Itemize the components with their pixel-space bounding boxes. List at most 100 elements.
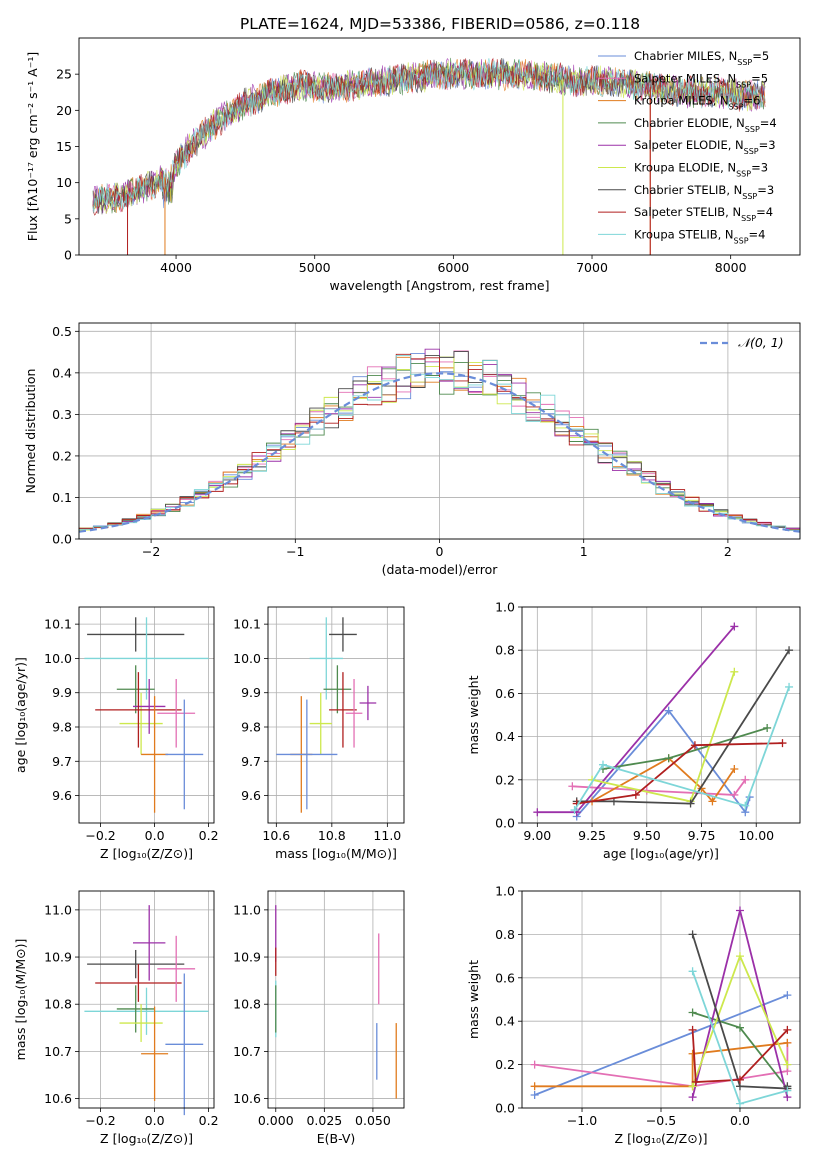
weight-marker-kroupa-stelib xyxy=(570,806,579,815)
weight-marker-salpeter-elodie xyxy=(735,906,744,915)
y-tick-label: 0.4 xyxy=(52,365,72,380)
weight-marker-salpeter-elodie xyxy=(688,1093,697,1102)
weight-marker-kroupa-elodie xyxy=(783,1060,792,1069)
chart-age-vs-mass: 10.6 10.8 11.0 9.6 9.7 9.8 9.9 10.0 10.1 mass [lo… xyxy=(233,606,405,861)
y-tick-label: 25 xyxy=(56,67,72,82)
y-axis-label: mass weight xyxy=(466,675,481,754)
y-tick-label: 0.4 xyxy=(495,1014,515,1029)
y-tick-label: 0.8 xyxy=(495,643,515,658)
plot-area xyxy=(92,57,766,255)
plot-area xyxy=(276,617,377,813)
weight-marker-salpeter-stelib xyxy=(631,790,640,799)
x-axis-label: wavelength [Angstrom, rest frame] xyxy=(329,278,549,293)
y-tick-label: 0.8 xyxy=(495,927,515,942)
weight-marker-chabrier-elodie xyxy=(688,1008,697,1017)
x-tick-label: 0.025 xyxy=(306,1113,342,1128)
x-tick-label: 4000 xyxy=(160,260,192,275)
y-tick-label: 9.6 xyxy=(241,788,261,803)
weight-marker-salpeter-miles xyxy=(730,790,739,799)
y-tick-label: 0.2 xyxy=(495,772,515,787)
y-tick-label: 0.3 xyxy=(52,407,72,422)
axes-frame xyxy=(78,606,215,824)
y-tick-label: 0.0 xyxy=(495,1101,515,1116)
x-axis-label: Z [log₁₀(Z/Z⊙)] xyxy=(100,1131,193,1146)
plot-area xyxy=(78,348,801,539)
chart-spectrum: 4000 5000 6000 7000 8000 0 5 10 15 20 25 wavelength… xyxy=(25,37,801,293)
chart-mass-vs-Z: −0.2 0.0 0.2 10.6 10.7 10.8 10.9 11.0 Z [log₁₀(Z… xyxy=(13,890,219,1146)
x-tick-label: 0.2 xyxy=(199,1113,219,1128)
weight-marker-kroupa-miles xyxy=(530,1082,539,1091)
y-tick-label: 10.8 xyxy=(44,997,72,1012)
chart-weight-vs-age: 9.00 9.25 9.50 9.75 10.00 0.0 0.2 0.4 0.6 0.8 1.0 a… xyxy=(466,600,801,861)
legend: Chabrier MILES, NSSP=5 Salpeter MILES, NS… xyxy=(598,49,777,245)
y-tick-label: 5 xyxy=(64,211,72,226)
y-tick-label: 9.6 xyxy=(52,788,72,803)
x-tick-label: −1 xyxy=(286,544,304,559)
x-tick-label: 8000 xyxy=(715,260,747,275)
chart-residuals: −2 −1 0 1 2 0.0 0.1 0.2 0.3 0.4 0.5 (data-model)/er… xyxy=(23,322,801,577)
y-tick-label: 10.9 xyxy=(233,950,261,965)
y-axis-label: Normed distribution xyxy=(23,369,38,494)
y-tick-label: 11.0 xyxy=(44,902,72,917)
weight-marker-kroupa-miles xyxy=(730,765,739,773)
y-tick-label: 1.0 xyxy=(495,884,515,899)
legend-label-kroupa-stelib: Kroupa STELIB, NSSP=4 xyxy=(634,227,765,245)
y-tick-label: 0.0 xyxy=(495,816,515,831)
legend-label-salpeter-elodie: Salpeter ELODIE, NSSP=3 xyxy=(634,138,776,156)
weight-marker-chabrier-elodie xyxy=(735,1023,744,1032)
y-tick-label: 9.8 xyxy=(241,720,261,735)
weight-marker-chabrier-elodie xyxy=(664,754,673,763)
weight-line-salpeter-stelib xyxy=(691,1029,789,1083)
weight-marker-salpeter-stelib xyxy=(735,1075,744,1084)
weight-line-salpeter-stelib xyxy=(576,742,783,805)
x-tick-label: 6000 xyxy=(437,260,469,275)
y-tick-label: 10.1 xyxy=(44,617,72,632)
weight-marker-salpeter-miles xyxy=(568,782,577,791)
x-tick-label: 9.25 xyxy=(578,828,606,843)
weight-line-kroupa-stelib xyxy=(573,686,790,811)
weight-marker-salpeter-stelib xyxy=(778,739,787,748)
y-tick-label: 9.7 xyxy=(241,754,261,769)
x-tick-label: 11.0 xyxy=(373,828,401,843)
weight-marker-salpeter-stelib xyxy=(690,741,699,750)
histogram-kroupa-stelib xyxy=(78,355,801,539)
x-axis-label: (data-model)/error xyxy=(382,562,499,577)
x-tick-label: 10.8 xyxy=(318,828,346,843)
y-tick-label: 0.2 xyxy=(52,448,72,463)
y-tick-label: 10.1 xyxy=(233,617,261,632)
x-tick-label: 7000 xyxy=(576,260,608,275)
weight-marker-salpeter-miles xyxy=(530,1060,539,1069)
legend-label-chabrier-elodie: Chabrier ELODIE, NSSP=4 xyxy=(634,116,777,133)
y-tick-label: 10.7 xyxy=(233,1044,261,1059)
x-tick-label: 10.00 xyxy=(738,828,774,843)
weight-marker-salpeter-stelib xyxy=(783,1025,792,1034)
y-tick-label: 9.7 xyxy=(52,754,72,769)
y-tick-label: 9.9 xyxy=(52,685,72,700)
y-tick-label: 0 xyxy=(64,248,72,263)
x-tick-label: 0.0 xyxy=(145,1113,165,1128)
x-tick-label: −1.0 xyxy=(567,1113,597,1128)
y-tick-label: 0.5 xyxy=(52,324,72,339)
y-tick-label: 11.0 xyxy=(233,902,261,917)
x-tick-label: −0.2 xyxy=(85,1113,115,1128)
weight-marker-kroupa-stelib xyxy=(785,682,794,691)
y-axis-label: age [log₁₀(age/yr)] xyxy=(13,657,28,773)
weight-marker-kroupa-stelib xyxy=(783,1086,792,1095)
legend-label-chabrier-miles: Chabrier MILES, NSSP=5 xyxy=(634,49,769,67)
x-tick-label: 0.050 xyxy=(355,1113,391,1128)
y-tick-label: 0.4 xyxy=(495,729,515,744)
y-tick-label: 10.7 xyxy=(44,1044,72,1059)
x-tick-label: 10.6 xyxy=(262,828,290,843)
weight-marker-kroupa-elodie xyxy=(735,952,744,961)
legend-label-salpeter-miles: Salpeter MILES, NSSP=5 xyxy=(634,71,768,89)
x-tick-label: 2 xyxy=(724,544,732,559)
y-tick-label: 9.8 xyxy=(52,720,72,735)
axes-frame xyxy=(267,606,405,824)
plot-area xyxy=(84,905,209,1116)
x-tick-label: −0.2 xyxy=(85,828,115,843)
y-tick-label: 10.8 xyxy=(233,997,261,1012)
weight-marker-salpeter-stelib xyxy=(688,1025,697,1034)
y-tick-label: 20 xyxy=(56,103,72,118)
y-axis-label: mass weight xyxy=(466,960,481,1039)
